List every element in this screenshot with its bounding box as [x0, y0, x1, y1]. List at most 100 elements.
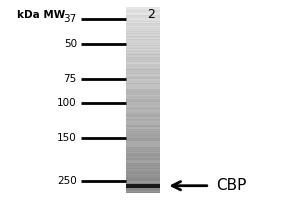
Bar — [126, 19, 160, 20]
Text: 37: 37 — [64, 14, 77, 24]
Bar — [126, 105, 160, 106]
Bar — [126, 51, 160, 52]
Bar — [126, 98, 160, 99]
Bar — [126, 191, 160, 192]
Text: 50: 50 — [64, 39, 77, 49]
Bar — [126, 176, 160, 177]
Bar — [126, 70, 160, 71]
Bar — [126, 68, 160, 69]
Bar — [126, 50, 160, 51]
Bar — [126, 76, 160, 77]
Bar — [126, 32, 160, 33]
Bar — [126, 58, 160, 59]
Bar — [126, 118, 160, 119]
Bar — [126, 85, 160, 86]
Bar — [126, 145, 160, 146]
Bar — [126, 119, 160, 120]
Text: 100: 100 — [57, 98, 77, 108]
Text: 250: 250 — [57, 176, 77, 186]
Bar — [126, 133, 160, 134]
Bar — [126, 37, 160, 38]
Bar — [126, 102, 160, 103]
Bar — [126, 164, 160, 165]
Bar — [126, 13, 160, 14]
Bar — [126, 184, 160, 188]
Bar — [126, 149, 160, 150]
Bar — [126, 184, 160, 185]
Bar — [126, 126, 160, 127]
Bar — [126, 94, 160, 95]
Bar — [126, 148, 160, 149]
Bar — [126, 129, 160, 130]
Bar — [126, 91, 160, 92]
Bar — [126, 163, 160, 164]
Bar — [126, 150, 160, 151]
Bar — [126, 135, 160, 136]
Bar — [126, 87, 160, 88]
Bar — [126, 75, 160, 76]
Bar — [126, 115, 160, 116]
Bar — [126, 187, 160, 188]
Bar — [126, 92, 160, 93]
Bar — [126, 39, 160, 40]
Bar — [126, 137, 160, 138]
Bar — [126, 83, 160, 84]
Bar — [126, 49, 160, 50]
Bar — [126, 128, 160, 129]
Bar — [126, 154, 160, 155]
Bar — [126, 77, 160, 78]
Bar — [126, 54, 160, 55]
Bar — [126, 116, 160, 117]
Bar — [126, 121, 160, 122]
Bar — [126, 180, 160, 181]
Bar — [126, 96, 160, 97]
Bar — [126, 16, 160, 17]
Bar — [126, 156, 160, 157]
Bar — [126, 139, 160, 140]
Bar — [126, 36, 160, 37]
Bar — [126, 59, 160, 60]
Bar — [126, 100, 160, 101]
Bar — [126, 52, 160, 53]
Bar — [126, 79, 160, 80]
Bar — [126, 166, 160, 167]
Bar — [126, 132, 160, 133]
Bar — [126, 34, 160, 35]
Bar — [126, 55, 160, 56]
Bar — [126, 45, 160, 46]
Bar — [126, 78, 160, 79]
Bar — [126, 144, 160, 145]
Bar — [126, 20, 160, 21]
Bar — [126, 33, 160, 34]
Bar — [126, 161, 160, 162]
Bar — [126, 147, 160, 148]
Bar — [126, 63, 160, 64]
Bar — [126, 80, 160, 81]
Bar — [126, 99, 160, 100]
Bar — [126, 140, 160, 141]
Bar — [126, 114, 160, 115]
Bar — [126, 42, 160, 43]
Bar — [126, 57, 160, 58]
Bar — [126, 11, 160, 12]
Bar — [126, 21, 160, 22]
Bar — [126, 143, 160, 144]
Bar — [126, 64, 160, 65]
Bar — [126, 97, 160, 98]
Bar — [126, 17, 160, 18]
Bar — [126, 185, 160, 186]
Bar — [126, 111, 160, 112]
Bar — [126, 122, 160, 123]
Bar — [126, 41, 160, 42]
Bar — [126, 60, 160, 61]
Bar — [126, 110, 160, 111]
Bar — [126, 124, 160, 125]
Bar — [126, 117, 160, 118]
Bar — [126, 74, 160, 75]
Bar — [126, 134, 160, 135]
Bar — [126, 73, 160, 74]
Bar — [126, 168, 160, 169]
Bar — [126, 8, 160, 9]
Bar — [126, 56, 160, 57]
Bar — [126, 104, 160, 105]
